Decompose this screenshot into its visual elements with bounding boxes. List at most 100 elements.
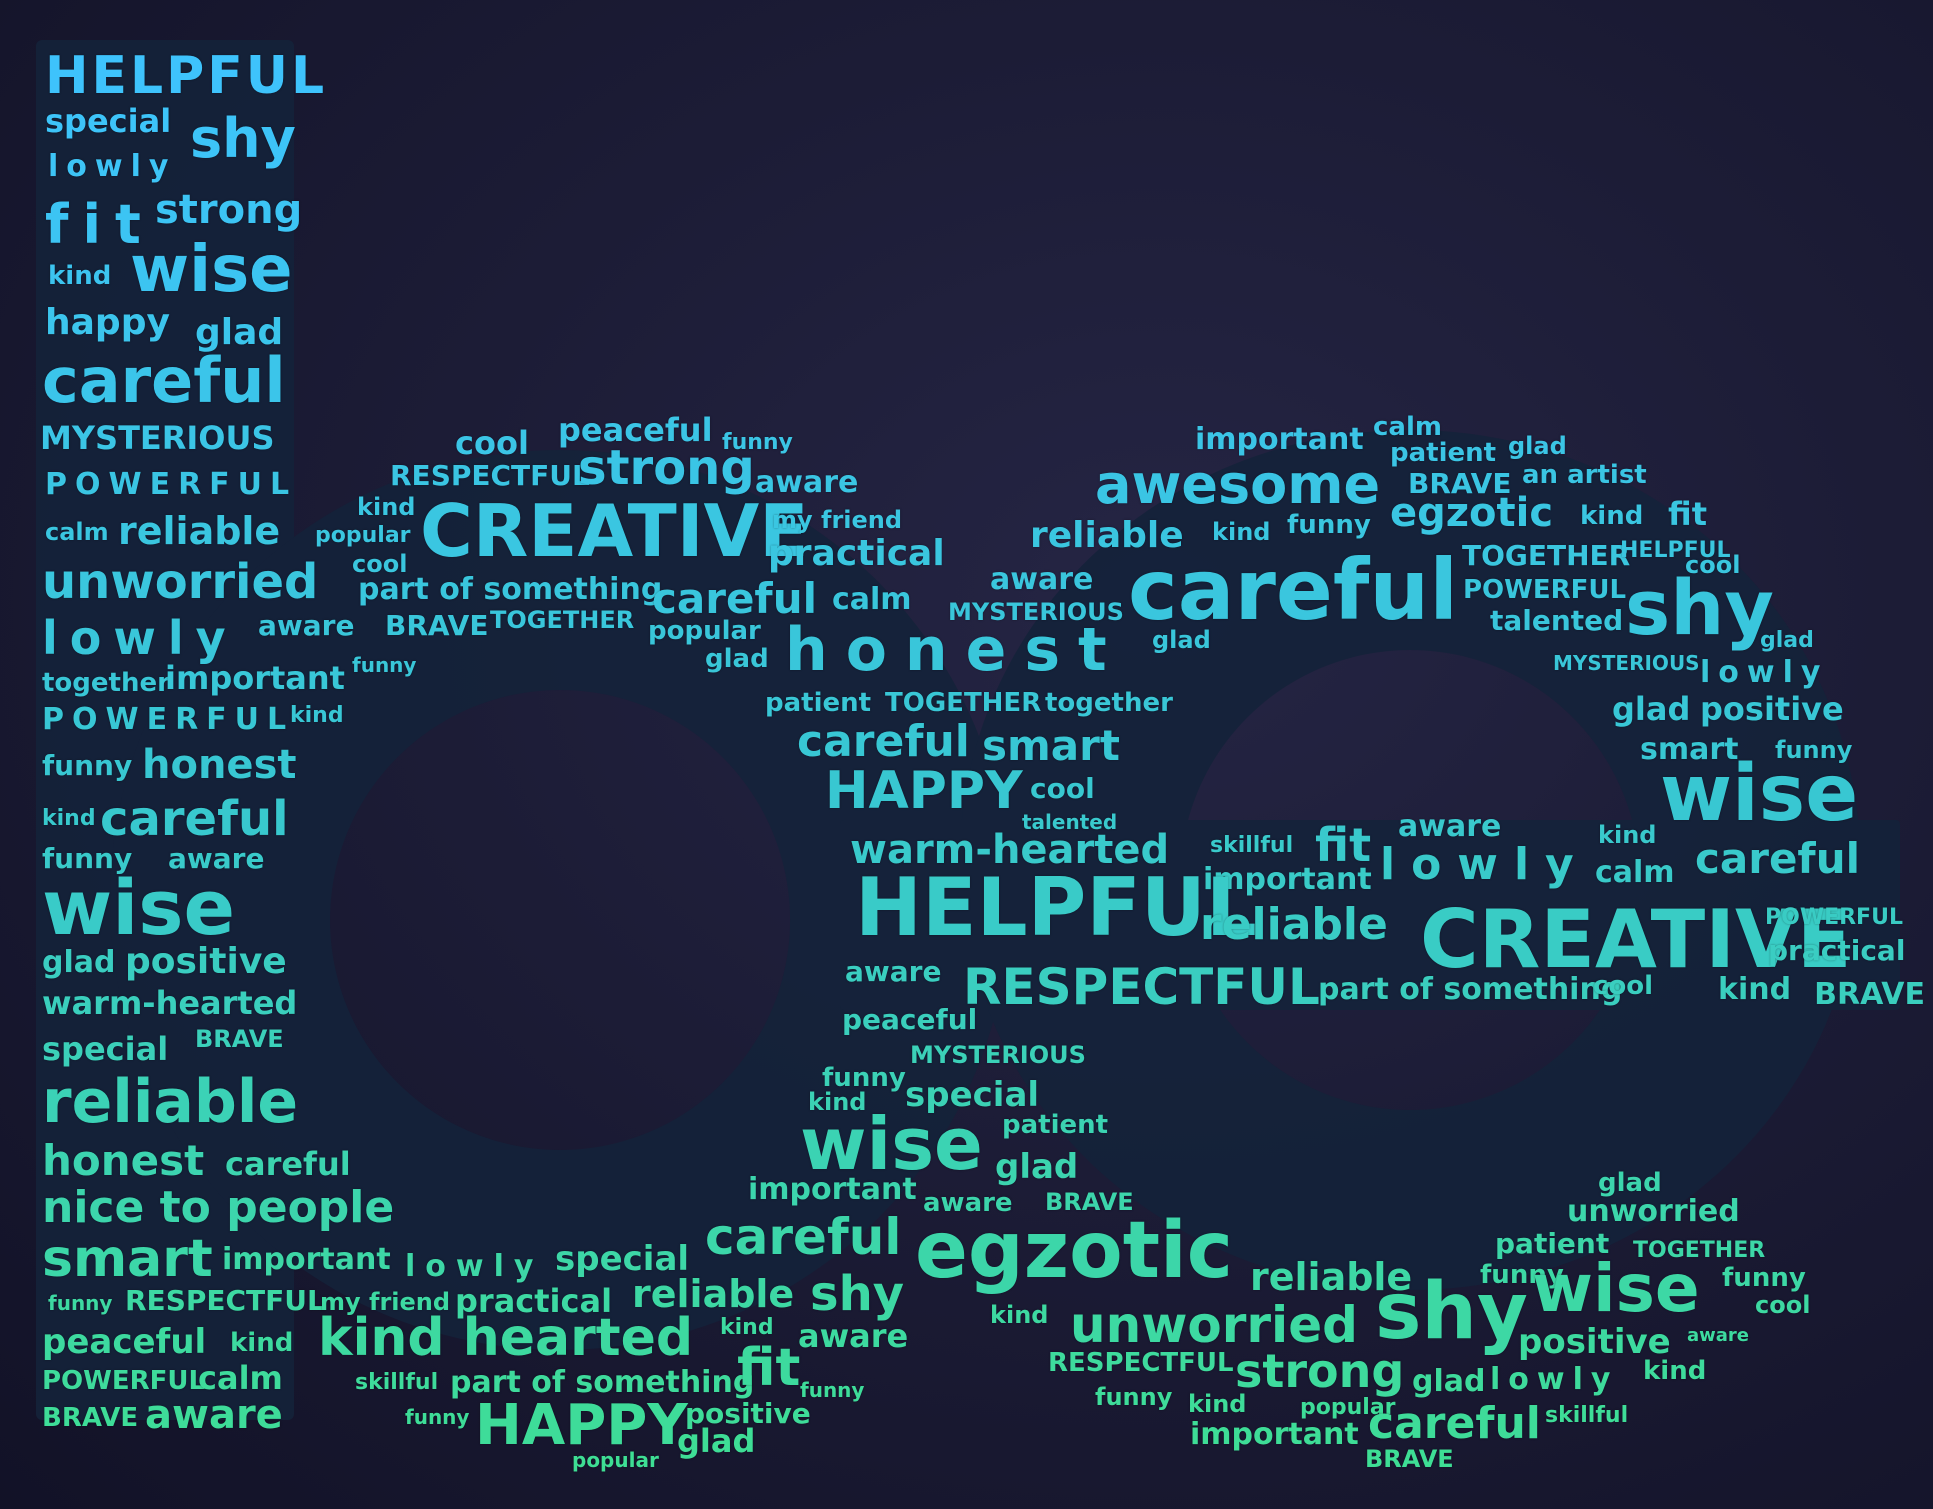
word-162: TOGETHER [1633, 1238, 1766, 1263]
word-71: together [1045, 688, 1173, 718]
word-93: part of something [1318, 972, 1623, 1007]
word-21: funny [42, 749, 133, 782]
word-130: funny [822, 1063, 906, 1093]
word-13: calm [45, 518, 109, 546]
word-183: skillful [1545, 1403, 1629, 1428]
word-50: RESPECTFUL [390, 459, 590, 492]
word-99: patient [1390, 438, 1497, 468]
word-92: RESPECTFUL [963, 958, 1320, 1016]
word-108: kind [1212, 518, 1271, 546]
word-3: lowly [48, 149, 177, 184]
word-165: funny [1722, 1263, 1806, 1293]
word-106: fit [1668, 495, 1708, 533]
word-121: glad [1152, 626, 1211, 654]
word-163: funny [1480, 1260, 1564, 1290]
word-40: RESPECTFUL [125, 1284, 325, 1317]
word-150: skillful [355, 1370, 439, 1395]
word-171: positive [1518, 1322, 1671, 1362]
word-29: positive [125, 941, 287, 982]
word-107: reliable [1030, 515, 1184, 556]
word-184: BRAVE [1365, 1445, 1454, 1473]
word-156: positive [685, 1397, 811, 1430]
word-1: special [45, 102, 172, 140]
word-41: peaceful [42, 1322, 207, 1362]
word-9: glad [195, 312, 284, 353]
word-160: unworried [1567, 1194, 1740, 1229]
word-138: BRAVE [1045, 1188, 1134, 1216]
word-122: lowly [1700, 655, 1829, 690]
word-180: popular [1300, 1395, 1396, 1420]
word-139: careful [705, 1208, 902, 1266]
word-10: careful [42, 344, 286, 417]
word-161: patient [1495, 1227, 1610, 1260]
word-96: BRAVE [1814, 977, 1925, 1012]
word-170: shy [1375, 1267, 1528, 1357]
word-141: lowly [405, 1249, 544, 1284]
word-159: glad [1598, 1168, 1662, 1198]
word-75: cool [1030, 772, 1095, 805]
word-6: kind [48, 261, 112, 291]
word-16: lowly [42, 611, 238, 665]
word-167: reliable [1250, 1255, 1413, 1299]
word-172: aware [1687, 1325, 1750, 1346]
word-112: cool [1685, 551, 1741, 579]
word-144: practical [455, 1282, 613, 1320]
word-85: careful [1695, 834, 1861, 883]
word-125: smart [1640, 732, 1739, 767]
word-133: patient [1002, 1110, 1109, 1140]
word-115: MYSTERIOUS [948, 598, 1124, 626]
word-38: important [222, 1242, 391, 1277]
word-42: kind [230, 1328, 294, 1358]
word-120: MYSTERIOUS [1553, 651, 1700, 675]
word-151: part of something [450, 1365, 755, 1400]
word-69: patient [765, 688, 872, 718]
word-35: careful [225, 1145, 351, 1183]
word-126: funny [1775, 736, 1853, 764]
word-118: talented [1490, 604, 1624, 637]
word-127: wise [1660, 749, 1859, 839]
word-64: TOGETHER [490, 606, 635, 634]
word-113: aware [990, 562, 1094, 597]
word-173: RESPECTFUL [1048, 1348, 1234, 1378]
word-87: reliable [1200, 899, 1388, 950]
word-0: HELPFUL [45, 46, 328, 106]
word-153: funny [800, 1378, 865, 1402]
word-65: popular [648, 616, 761, 646]
word-157: glad [677, 1422, 756, 1460]
word-26: aware [168, 842, 265, 875]
word-34: honest [42, 1136, 205, 1185]
word-177: kind [1643, 1356, 1707, 1386]
word-178: funny [1095, 1383, 1173, 1411]
word-81: important [1203, 862, 1372, 897]
word-140: egzotic [915, 1206, 1233, 1296]
word-91: aware [845, 955, 942, 988]
word-20: kind [290, 703, 344, 728]
word-5: strong [155, 187, 303, 233]
word-97: important [1195, 422, 1364, 457]
word-44: calm [198, 1359, 283, 1397]
word-31: special [42, 1030, 169, 1068]
word-88: CREATIVE [1420, 893, 1852, 986]
word-60: careful [652, 574, 818, 623]
word-124: positive [1700, 690, 1844, 728]
word-174: strong [1235, 1344, 1405, 1398]
word-7: wise [130, 233, 293, 307]
word-74: HAPPY [825, 761, 1023, 821]
word-56: popular [315, 523, 411, 548]
word-47: cool [455, 424, 529, 462]
word-147: kind [720, 1315, 774, 1340]
word-77: warm-hearted [850, 827, 1170, 873]
word-110: TOGETHER [1462, 539, 1631, 572]
word-181: important [1190, 1417, 1359, 1452]
word-14: reliable [118, 509, 281, 553]
word-119: glad [1760, 628, 1814, 653]
word-168: kind [990, 1301, 1049, 1329]
word-142: special [555, 1239, 690, 1279]
word-148: aware [798, 1317, 909, 1355]
word-45: BRAVE [42, 1403, 139, 1433]
word-15: unworried [42, 554, 319, 610]
word-103: an artist [1522, 460, 1647, 490]
word-101: awesome [1095, 453, 1381, 516]
word-76: talented [1022, 810, 1118, 834]
